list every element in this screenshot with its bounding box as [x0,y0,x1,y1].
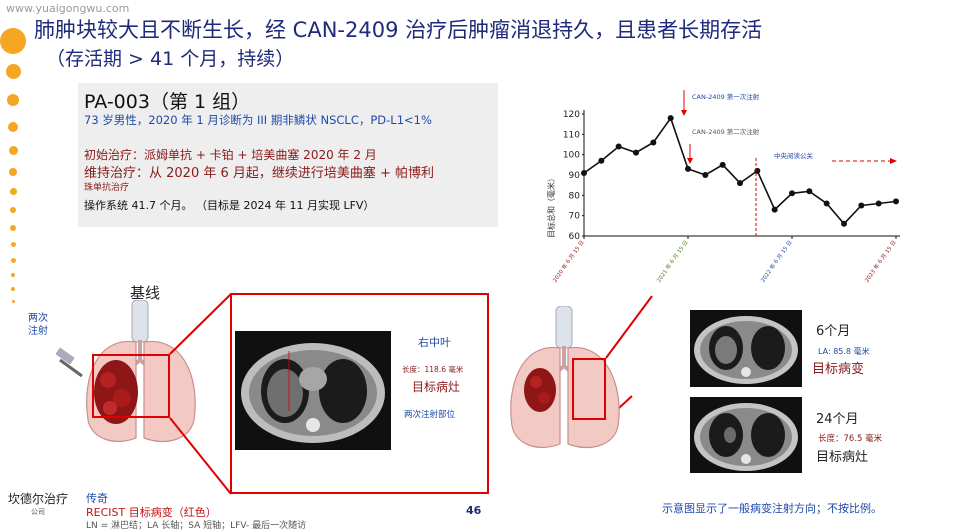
baseline-zoom-box [92,354,170,418]
chart-y-tick-label: 100 [563,151,580,161]
slide-title: 肺肿块较大且不断生长，经 CAN-2409 治疗后肿瘤消退持久，且患者长期存活 [34,18,763,42]
annotation-first-injection: CAN-2409 第一次注射 [692,92,760,101]
two-injections-label: 两次 注射 [28,312,48,338]
ct-scan-baseline [235,331,391,450]
logo-name: 坎德尔治疗 [8,492,69,506]
chart-y-tick-label: 120 [563,110,580,120]
ct-24m-size: 长度：76.5 毫米 [818,434,883,444]
annotation-second-injection: CAN-2409 第二次注射 [692,127,760,136]
chart-point [719,161,726,168]
ct-6m-target: 目标病变 [812,362,865,377]
chart-ylabel: 目标总和（毫米） [546,174,556,238]
second-injection-arrowhead [687,158,693,164]
annotation-central-review: 中央阅读公关 [774,151,814,160]
maintenance-treatment: 维持治疗：从 2020 年 6 月起，继续进行培美曲塞 + 帕博利 [84,166,435,181]
chart-y-tick-label: 70 [569,212,581,222]
two-injections-line2: 注射 [28,326,48,337]
chart-y-tick-label: 90 [569,171,581,181]
legend-abbreviations: LN = 淋巴结；LA 长轴；SA 短轴；LFV- 最后一次随访 [86,521,307,531]
ct-baseline-length: 长度：118.6 毫米 [402,365,464,374]
chart-point [806,188,813,195]
ct-24m-target: 目标病灶 [816,450,869,465]
legend-title: 传奇 [86,492,108,505]
chart-point [893,198,899,205]
company-logo: 坎德尔治疗 公司 [8,490,68,517]
initial-treatment: 初始治疗：派姆单抗 + 卡铂 + 培美曲塞 2020 年 2 月 [84,148,377,162]
chart-point [581,169,587,176]
ct-scan-6-months [690,310,802,387]
chart-point [633,149,639,156]
ct-scan-24-months [690,397,802,473]
chart-point [650,139,657,146]
ct-baseline-target: 目标病灶 [412,380,461,394]
ct-6m-size: LA: 85.8 毫米 [818,347,870,356]
lung-illustration-followup [510,306,620,448]
slide-subtitle: （存活期 > 41 个月，持续） [46,48,295,70]
patient-description: 73 岁男性，2020 年 1 月诊断为 III 期非鳞状 NSCLC，PD-L… [84,113,432,127]
page-number: 46 [466,504,482,517]
baseline-label: 基线 [130,284,161,302]
chart-y-tick-label: 60 [569,232,581,242]
chart-point [598,157,605,164]
watermark: www.yuaigongwu.com [6,2,130,15]
chart-point [823,200,830,207]
followup-zoom-box [572,358,606,420]
chart-point [737,180,743,187]
two-injections-line1: 两次 [28,313,48,324]
chart-point [702,172,709,178]
case-id: PA-003（第 1 组） [84,91,251,113]
operating-system-text: 操作系统 41.7 个月。 （目标是 2024 年 11 月实现 LFV） [84,199,375,212]
chart-point [667,115,674,122]
chart-y-tick-label: 110 [563,130,580,140]
logo-sub: 公司 [31,508,45,516]
chart-points [581,115,899,227]
ct-baseline-site: 两次注射部位 [404,410,456,420]
chart-y-tick-label: 80 [569,191,581,201]
footnote: 示意图显示了一般病变注射方向；不按比例。 [662,502,882,515]
ongoing-arrowhead [890,158,897,164]
chart-point [789,190,795,197]
chart-point [615,143,622,150]
chart-point [858,202,865,209]
ct-baseline-region: 右中叶 [418,336,451,349]
chart-point [685,165,691,172]
chart-point [841,220,847,227]
chart-point [875,200,882,207]
case-info-box [78,83,498,227]
maintenance-treatment-cont: 珠单抗治疗 [84,183,130,193]
first-injection-arrowhead [681,110,687,116]
baseline-detail-box [230,293,489,494]
chart-y-ticks: 60 70 80 90 100 110 120 [563,110,584,242]
ct-24m-time: 24个月 [816,412,859,427]
chart-point [771,206,778,213]
ct-6m-time: 6个月 [816,324,851,339]
legend-recist: RECIST 目标病变（红色） [86,506,217,519]
